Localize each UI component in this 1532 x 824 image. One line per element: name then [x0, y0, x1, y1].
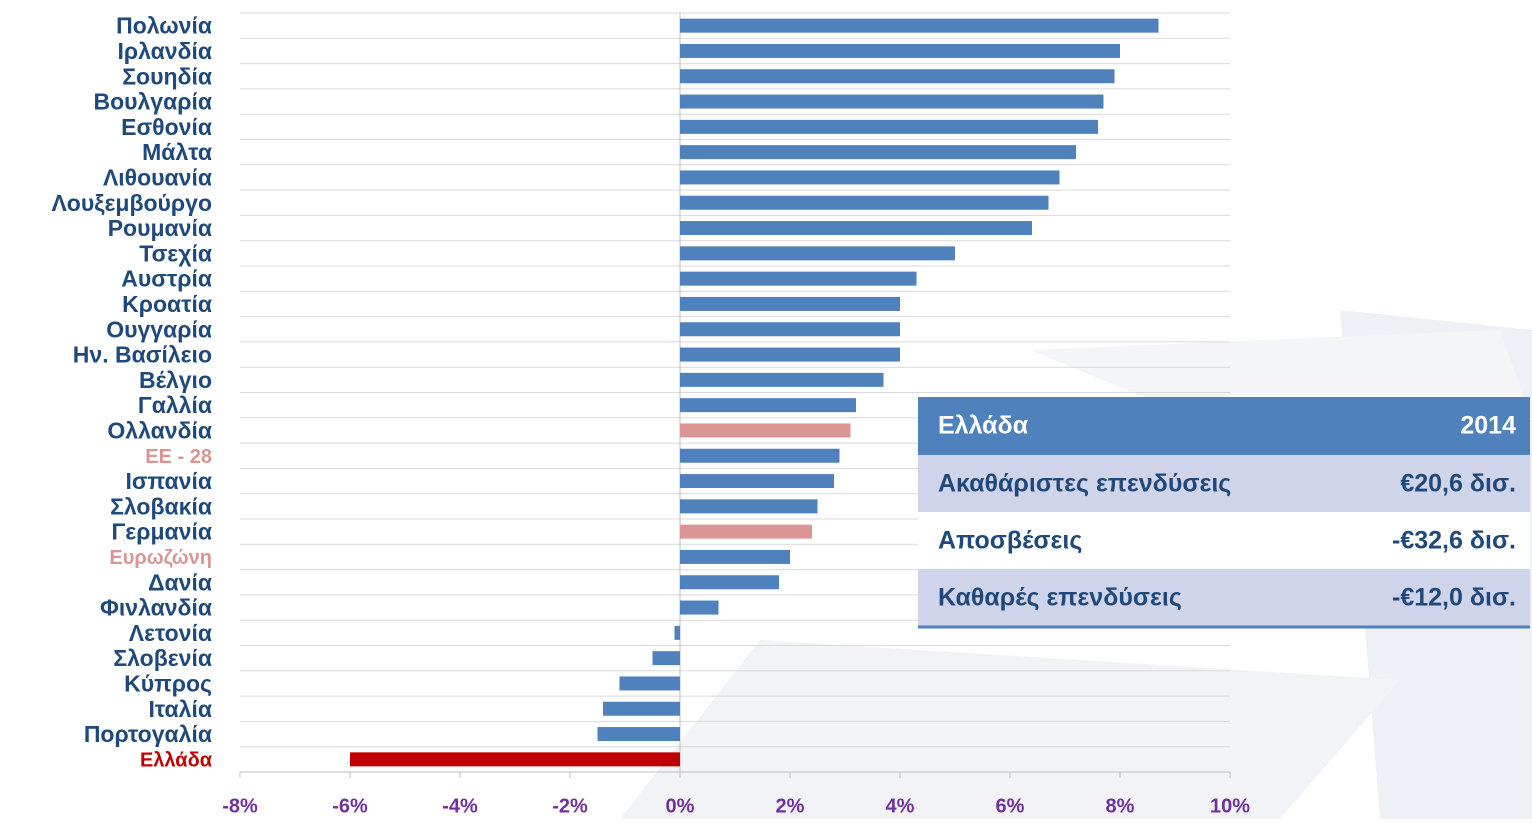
x-tick-label: -8% — [222, 795, 258, 817]
bar — [680, 18, 1159, 33]
bar — [680, 448, 840, 463]
bar — [680, 119, 1098, 134]
table-header: 2014 — [1460, 412, 1516, 440]
y-tick-label: Ιταλία — [149, 696, 212, 722]
y-tick-label: Πολωνία — [116, 13, 212, 39]
table-row-bg — [918, 455, 1530, 512]
y-tick-label: Αυστρία — [121, 266, 212, 292]
bar — [680, 43, 1120, 58]
bar — [680, 398, 856, 413]
table-header: Ελλάδα — [938, 412, 1029, 440]
bar — [680, 195, 1049, 210]
table-cell: Καθαρές επενδύσεις — [938, 584, 1182, 612]
bar — [680, 170, 1060, 185]
bar — [680, 549, 790, 564]
table-row-bg — [918, 569, 1530, 627]
y-tick-label: Ουγγαρία — [106, 316, 212, 342]
y-tick-label: Ρουμανία — [108, 215, 212, 241]
y-tick-label: Ελλάδα — [140, 750, 213, 772]
bar — [680, 474, 834, 489]
x-tick-label: -6% — [332, 795, 368, 817]
bar — [597, 727, 680, 742]
bar — [680, 221, 1032, 236]
bar — [680, 69, 1115, 84]
y-tick-label: Γαλλία — [138, 392, 212, 418]
y-tick-label: Εσθονία — [121, 114, 212, 140]
x-tick-label: 8% — [1106, 795, 1135, 817]
bar — [680, 347, 900, 362]
table-row-bg — [918, 512, 1530, 569]
bar — [680, 600, 719, 615]
y-tick-label: Σουηδία — [122, 63, 212, 89]
bar — [680, 524, 812, 539]
y-tick-label: Σλοβακία — [110, 493, 212, 519]
bar — [674, 625, 680, 640]
y-tick-label: Πορτογαλία — [84, 721, 212, 747]
y-tick-label: Μάλτα — [142, 139, 212, 165]
y-tick-label: Ην. Βασίλειο — [73, 342, 212, 368]
bar — [680, 145, 1076, 160]
y-tick-label: Δανία — [148, 569, 212, 595]
table-cell: -€12,0 δισ. — [1392, 584, 1516, 612]
y-tick-label: Κροατία — [122, 291, 212, 317]
info-table: Ελλάδα 2014 Ακαθάριστες επενδύσεις €20,6… — [918, 397, 1530, 629]
y-tick-label: Ισπανία — [125, 468, 212, 494]
bar — [619, 676, 680, 691]
bar — [680, 296, 900, 311]
y-tick-label: Βουλγαρία — [93, 89, 212, 115]
table-header-bg — [918, 397, 1530, 455]
y-tick-label: Ολλανδία — [107, 418, 212, 444]
y-tick-label: Γερμανία — [111, 519, 212, 545]
bar — [680, 575, 779, 590]
y-tick-label: Σλοβενία — [113, 645, 212, 671]
bar — [680, 322, 900, 337]
table-cell: -€32,6 δισ. — [1392, 527, 1516, 555]
bar — [350, 752, 680, 767]
y-tick-label: Λετονία — [129, 620, 212, 646]
bar — [652, 651, 680, 666]
bar — [680, 246, 955, 261]
y-tick-label: Κύπρος — [124, 671, 212, 697]
table-cell: Ακαθάριστες επενδύσεις — [938, 470, 1231, 498]
x-tick-label: -2% — [552, 795, 588, 817]
x-tick-label: 0% — [666, 795, 695, 817]
x-tick-label: 6% — [996, 795, 1025, 817]
y-tick-label: Φινλανδία — [100, 595, 212, 621]
bar — [680, 499, 818, 514]
y-tick-label: Βέλγιο — [139, 367, 212, 393]
x-tick-label: 4% — [886, 795, 915, 817]
y-tick-label: Ευρωζώνη — [109, 547, 212, 569]
table-cell: €20,6 δισ. — [1400, 470, 1516, 498]
bar — [680, 372, 884, 387]
x-tick-label: 10% — [1210, 795, 1250, 817]
bar — [680, 423, 851, 438]
bar — [603, 701, 680, 716]
bar — [680, 271, 917, 286]
x-tick-label: -4% — [442, 795, 478, 817]
table-cell: Αποσβέσεις — [938, 527, 1082, 555]
y-tick-label: ΕΕ - 28 — [145, 446, 212, 468]
y-tick-label: Τσεχία — [139, 240, 212, 266]
bar — [680, 94, 1104, 109]
y-tick-label: Ιρλανδία — [117, 38, 212, 64]
x-tick-label: 2% — [776, 795, 805, 817]
y-tick-label: Λουξεμβούργο — [51, 190, 212, 216]
y-tick-label: Λιθουανία — [103, 165, 212, 191]
